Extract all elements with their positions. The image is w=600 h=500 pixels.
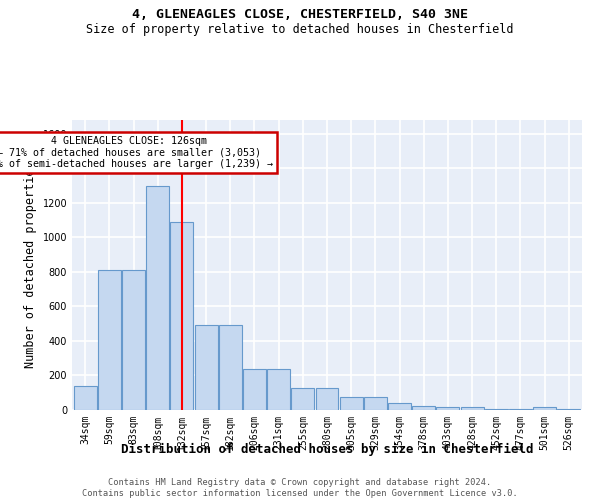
- Bar: [364, 397, 387, 410]
- Bar: [436, 408, 460, 410]
- Bar: [122, 270, 145, 410]
- Text: 4, GLENEAGLES CLOSE, CHESTERFIELD, S40 3NE: 4, GLENEAGLES CLOSE, CHESTERFIELD, S40 3…: [132, 8, 468, 20]
- Bar: [485, 409, 508, 410]
- Bar: [219, 326, 242, 410]
- Bar: [292, 388, 314, 410]
- Bar: [509, 409, 532, 410]
- Y-axis label: Number of detached properties: Number of detached properties: [24, 162, 37, 368]
- Bar: [146, 186, 169, 410]
- Bar: [74, 386, 97, 410]
- Text: Size of property relative to detached houses in Chesterfield: Size of property relative to detached ho…: [86, 22, 514, 36]
- Bar: [243, 368, 266, 410]
- Text: Contains HM Land Registry data © Crown copyright and database right 2024.
Contai: Contains HM Land Registry data © Crown c…: [82, 478, 518, 498]
- Bar: [316, 388, 338, 410]
- Bar: [533, 408, 556, 410]
- Text: Distribution of detached houses by size in Chesterfield: Distribution of detached houses by size …: [121, 442, 533, 456]
- Bar: [388, 403, 411, 410]
- Bar: [340, 397, 362, 410]
- Bar: [557, 409, 580, 410]
- Bar: [170, 222, 193, 410]
- Bar: [98, 270, 121, 410]
- Bar: [267, 368, 290, 410]
- Bar: [194, 326, 218, 410]
- Text: 4 GLENEAGLES CLOSE: 126sqm
← 71% of detached houses are smaller (3,053)
29% of s: 4 GLENEAGLES CLOSE: 126sqm ← 71% of deta…: [0, 136, 273, 168]
- Bar: [461, 408, 484, 410]
- Bar: [412, 406, 435, 410]
